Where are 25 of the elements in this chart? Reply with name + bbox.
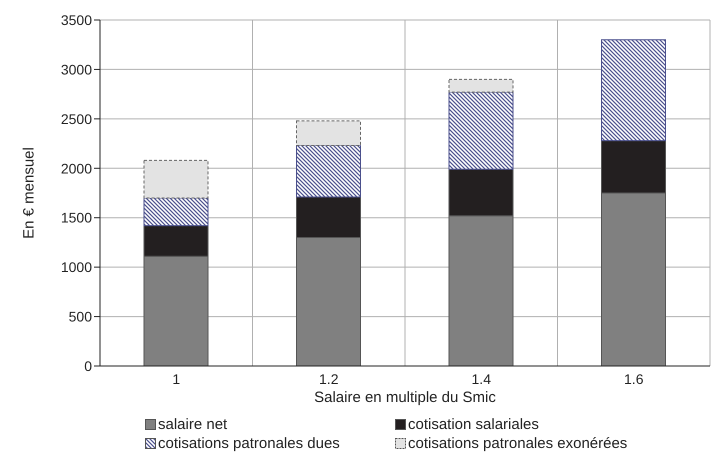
- x-axis-title: Salaire en multiple du Smic: [314, 389, 496, 406]
- bar: [448, 92, 514, 170]
- y-tick-label: 1000: [60, 259, 92, 276]
- bar: [448, 78, 514, 93]
- bar: [296, 145, 361, 198]
- x-tick-label: 1: [172, 370, 180, 387]
- bar: [144, 160, 208, 198]
- y-tick-label: 1500: [60, 210, 92, 226]
- y-tick-label: 0: [84, 358, 92, 374]
- legend-label: cotisation salariales: [408, 416, 539, 433]
- bar: [601, 39, 666, 142]
- legend-label: cotisations patronales exonérées: [408, 435, 628, 452]
- y-axis-title: En € mensuel: [20, 147, 38, 239]
- y-tick-label: 3000: [60, 61, 92, 78]
- y-tick-label: 2500: [60, 110, 92, 127]
- legend-label: cotisations patronales dues: [158, 435, 340, 452]
- y-tick-label: 3500: [60, 12, 92, 28]
- x-tick-label: 1.2: [319, 370, 339, 387]
- legend-label: salaire net: [158, 416, 228, 433]
- bar: [296, 120, 361, 146]
- bar: [144, 197, 208, 226]
- x-tick-label: 1.6: [624, 370, 644, 387]
- y-tick-label: 500: [68, 308, 92, 325]
- x-tick-label: 1.4: [472, 370, 492, 387]
- y-tick-label: 2000: [60, 160, 92, 176]
